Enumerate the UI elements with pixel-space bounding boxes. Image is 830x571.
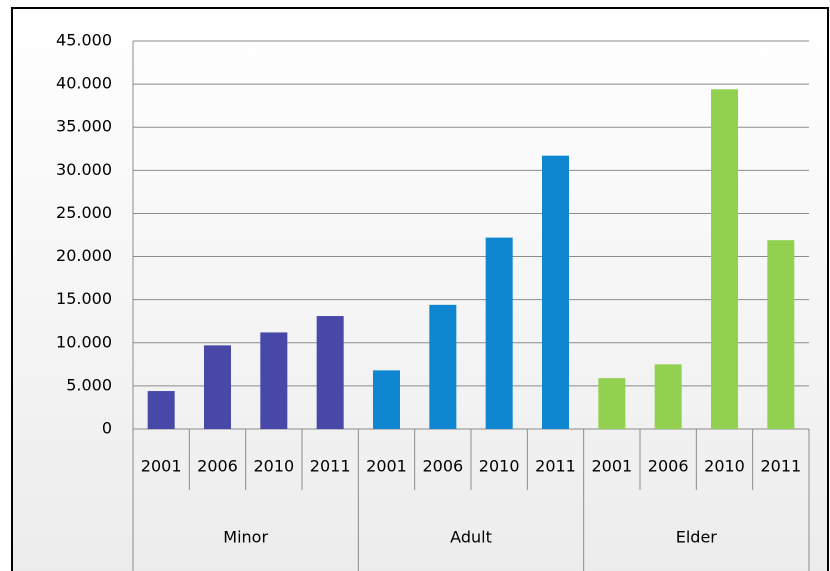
chart-frame [11, 7, 829, 571]
x-tick-label: 2011 [760, 457, 801, 476]
y-tick-label: 25.000 [56, 203, 112, 222]
x-tick-label: 2011 [535, 457, 576, 476]
group-label: Minor [223, 528, 268, 547]
x-tick-label: 2001 [591, 457, 632, 476]
x-tick-label: 2010 [253, 457, 294, 476]
bar [204, 345, 231, 429]
x-tick-label: 2006 [197, 457, 238, 476]
x-tick-label: 2010 [479, 457, 520, 476]
bar [654, 364, 682, 429]
bar [485, 237, 513, 429]
bar [598, 378, 626, 429]
bar [316, 316, 344, 429]
x-tick-label: 2010 [704, 457, 745, 476]
bar [147, 391, 175, 429]
y-tick-label: 30.000 [56, 160, 112, 179]
y-tick-label: 20.000 [56, 246, 112, 265]
group-label: Adult [450, 528, 492, 547]
bar [260, 332, 288, 429]
bar [429, 304, 457, 429]
bar [767, 240, 795, 429]
bar [373, 370, 400, 429]
x-tick-label: 2001 [366, 457, 407, 476]
y-tick-label: 0 [102, 419, 112, 438]
group-label: Elder [676, 528, 718, 547]
x-tick-label: 2011 [310, 457, 351, 476]
x-tick-label: 2006 [422, 457, 463, 476]
y-tick-label: 5.000 [66, 375, 112, 394]
x-tick-label: 2001 [141, 457, 182, 476]
y-tick-label: 15.000 [56, 289, 112, 308]
y-tick-label: 35.000 [56, 117, 112, 136]
bar [542, 155, 569, 430]
y-tick-label: 45.000 [56, 31, 112, 50]
x-tick-label: 2006 [648, 457, 689, 476]
bar [711, 89, 738, 429]
y-tick-label: 10.000 [56, 332, 112, 351]
y-tick-label: 40.000 [56, 74, 112, 93]
